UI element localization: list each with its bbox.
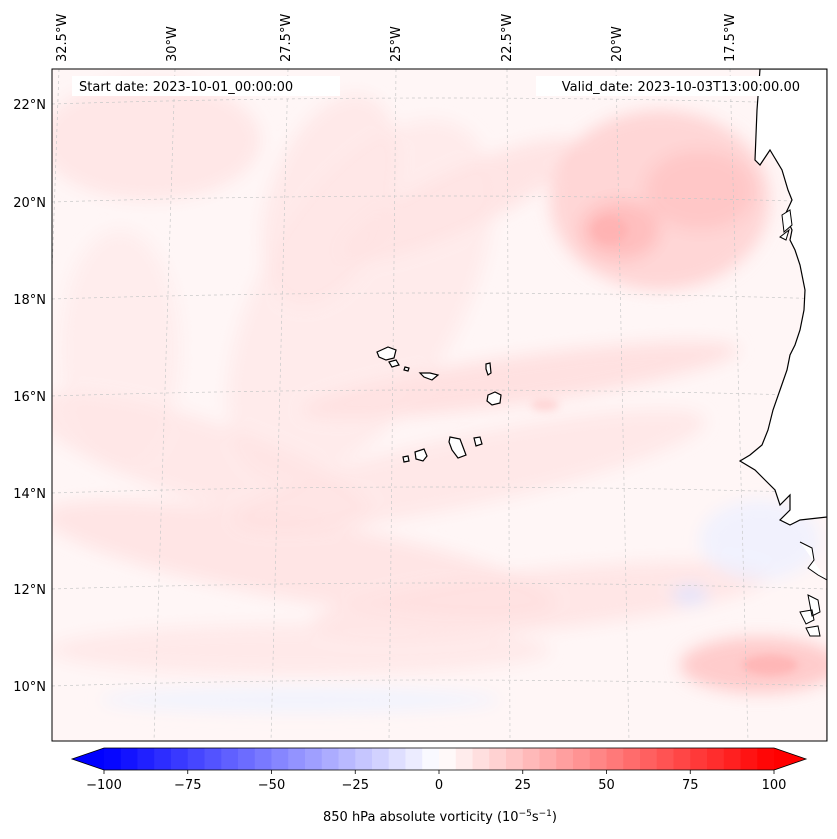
colorbar-segment	[623, 748, 641, 770]
island-sal	[485, 362, 492, 376]
island-santa-luzia	[403, 366, 410, 372]
colorbar-segment	[539, 748, 557, 770]
colorbar-segment	[187, 748, 205, 770]
colorbar-segment	[288, 748, 306, 770]
cape-verde-islands	[376, 346, 502, 463]
lat-label: 16°N	[13, 390, 46, 405]
island-santiago	[448, 436, 467, 459]
colorbar-ticks: −100 −75 −50 −25 0 25 50 75 100	[86, 770, 786, 793]
colorbar-segment	[388, 748, 406, 770]
map-panel	[52, 69, 827, 741]
latitude-labels: 22°N 20°N 18°N 16°N 14°N 12°N 10°N	[13, 98, 46, 695]
lon-label: 25°W	[389, 26, 404, 62]
colorbar-segment	[372, 748, 390, 770]
island-boa-vista	[486, 391, 502, 406]
colorbar-segment	[137, 748, 155, 770]
coastline-detail-north	[779, 209, 793, 241]
colorbar-segment	[640, 748, 658, 770]
colorbar-extend-low	[72, 748, 104, 770]
colorbar-segment	[522, 748, 540, 770]
colorbar-segment	[556, 748, 574, 770]
colorbar-segment	[757, 748, 775, 770]
valid-date-label: Valid_date: 2023-10-03T13:00:00.00	[562, 80, 800, 95]
colorbar-segment	[405, 748, 423, 770]
colorbar-segment	[506, 748, 524, 770]
colorbar-segment	[690, 748, 708, 770]
colorbar-segment	[221, 748, 239, 770]
colorbar-tick-label: −100	[86, 778, 122, 793]
colorbar-tick-label: −75	[174, 778, 201, 793]
island-sao-nicolau	[418, 372, 440, 381]
lat-label: 22°N	[13, 98, 46, 113]
colorbar-segment	[271, 748, 289, 770]
colorbar-segment	[489, 748, 507, 770]
valid-date-box	[536, 76, 808, 96]
colorbar-segment	[254, 748, 272, 770]
lon-label: 32.5°W	[55, 14, 70, 62]
colorbar-segment	[355, 748, 373, 770]
colorbar-segment	[573, 748, 591, 770]
lat-label: 12°N	[13, 583, 46, 598]
colorbar-segment	[723, 748, 741, 770]
lon-label: 20°W	[610, 26, 625, 62]
colorbar-segment	[673, 748, 691, 770]
island-maio	[473, 436, 483, 447]
island-brava	[402, 455, 410, 463]
start-date-label: Start date: 2023-10-01_00:00:00	[79, 80, 293, 95]
colorbar-segment	[321, 748, 339, 770]
colorbar-tick-label: 50	[598, 778, 615, 793]
gridlines	[52, 69, 827, 741]
vorticity-peaks	[531, 216, 798, 675]
colorbar-tick-label: 0	[435, 778, 443, 793]
colorbar-segment	[656, 748, 674, 770]
colorbar-segment	[171, 748, 189, 770]
colorbar-segment	[740, 748, 758, 770]
colorbar-tick-label: 100	[762, 778, 787, 793]
colorbar-segment	[455, 748, 473, 770]
colorbar-segment	[204, 748, 222, 770]
island-sao-vicente	[388, 359, 400, 368]
colorbar-extend-high	[774, 748, 806, 770]
colorbar-segment	[238, 748, 256, 770]
colorbar-segment	[154, 748, 172, 770]
lat-label: 14°N	[13, 487, 46, 502]
coastline-detail-guinea	[799, 541, 827, 637]
lat-label: 10°N	[13, 680, 46, 695]
colorbar-segment	[439, 748, 457, 770]
colorbar-label: 850 hPa absolute vorticity (10−5s−1)	[323, 809, 557, 825]
colorbar-segments	[104, 748, 775, 770]
start-date-box	[72, 76, 340, 96]
colorbar-segment	[707, 748, 725, 770]
island-fogo	[414, 448, 428, 462]
lon-label: 17.5°W	[723, 14, 738, 62]
colorbar-segment	[338, 748, 356, 770]
colorbar-segment	[422, 748, 440, 770]
longitude-labels: 32.5°W 30°W 27.5°W 25°W 22.5°W 20°W 17.5…	[55, 14, 738, 62]
colorbar-tick-label: 25	[514, 778, 531, 793]
colorbar-segment	[120, 748, 138, 770]
lon-label: 30°W	[165, 26, 180, 62]
lon-label: 27.5°W	[279, 14, 294, 62]
colorbar-segment	[606, 748, 624, 770]
island-santo-antao	[376, 346, 397, 361]
colorbar-segment	[305, 748, 323, 770]
lon-label: 22.5°W	[500, 14, 515, 62]
lat-label: 20°N	[13, 196, 46, 211]
africa-coastline	[738, 69, 827, 741]
colorbar-segment	[104, 748, 122, 770]
colorbar-tick-label: −25	[342, 778, 369, 793]
colorbar-segment	[472, 748, 490, 770]
map-frame	[51, 68, 828, 742]
colorbar-tick-label: 75	[682, 778, 699, 793]
colorbar-segment	[589, 748, 607, 770]
colorbar: −100 −75 −50 −25 0 25 50 75 100 850 hPa absolute…	[70, 747, 808, 825]
colorbar-tick-label: −50	[258, 778, 285, 793]
lat-label: 18°N	[13, 293, 46, 308]
vorticity-field	[52, 80, 827, 712]
